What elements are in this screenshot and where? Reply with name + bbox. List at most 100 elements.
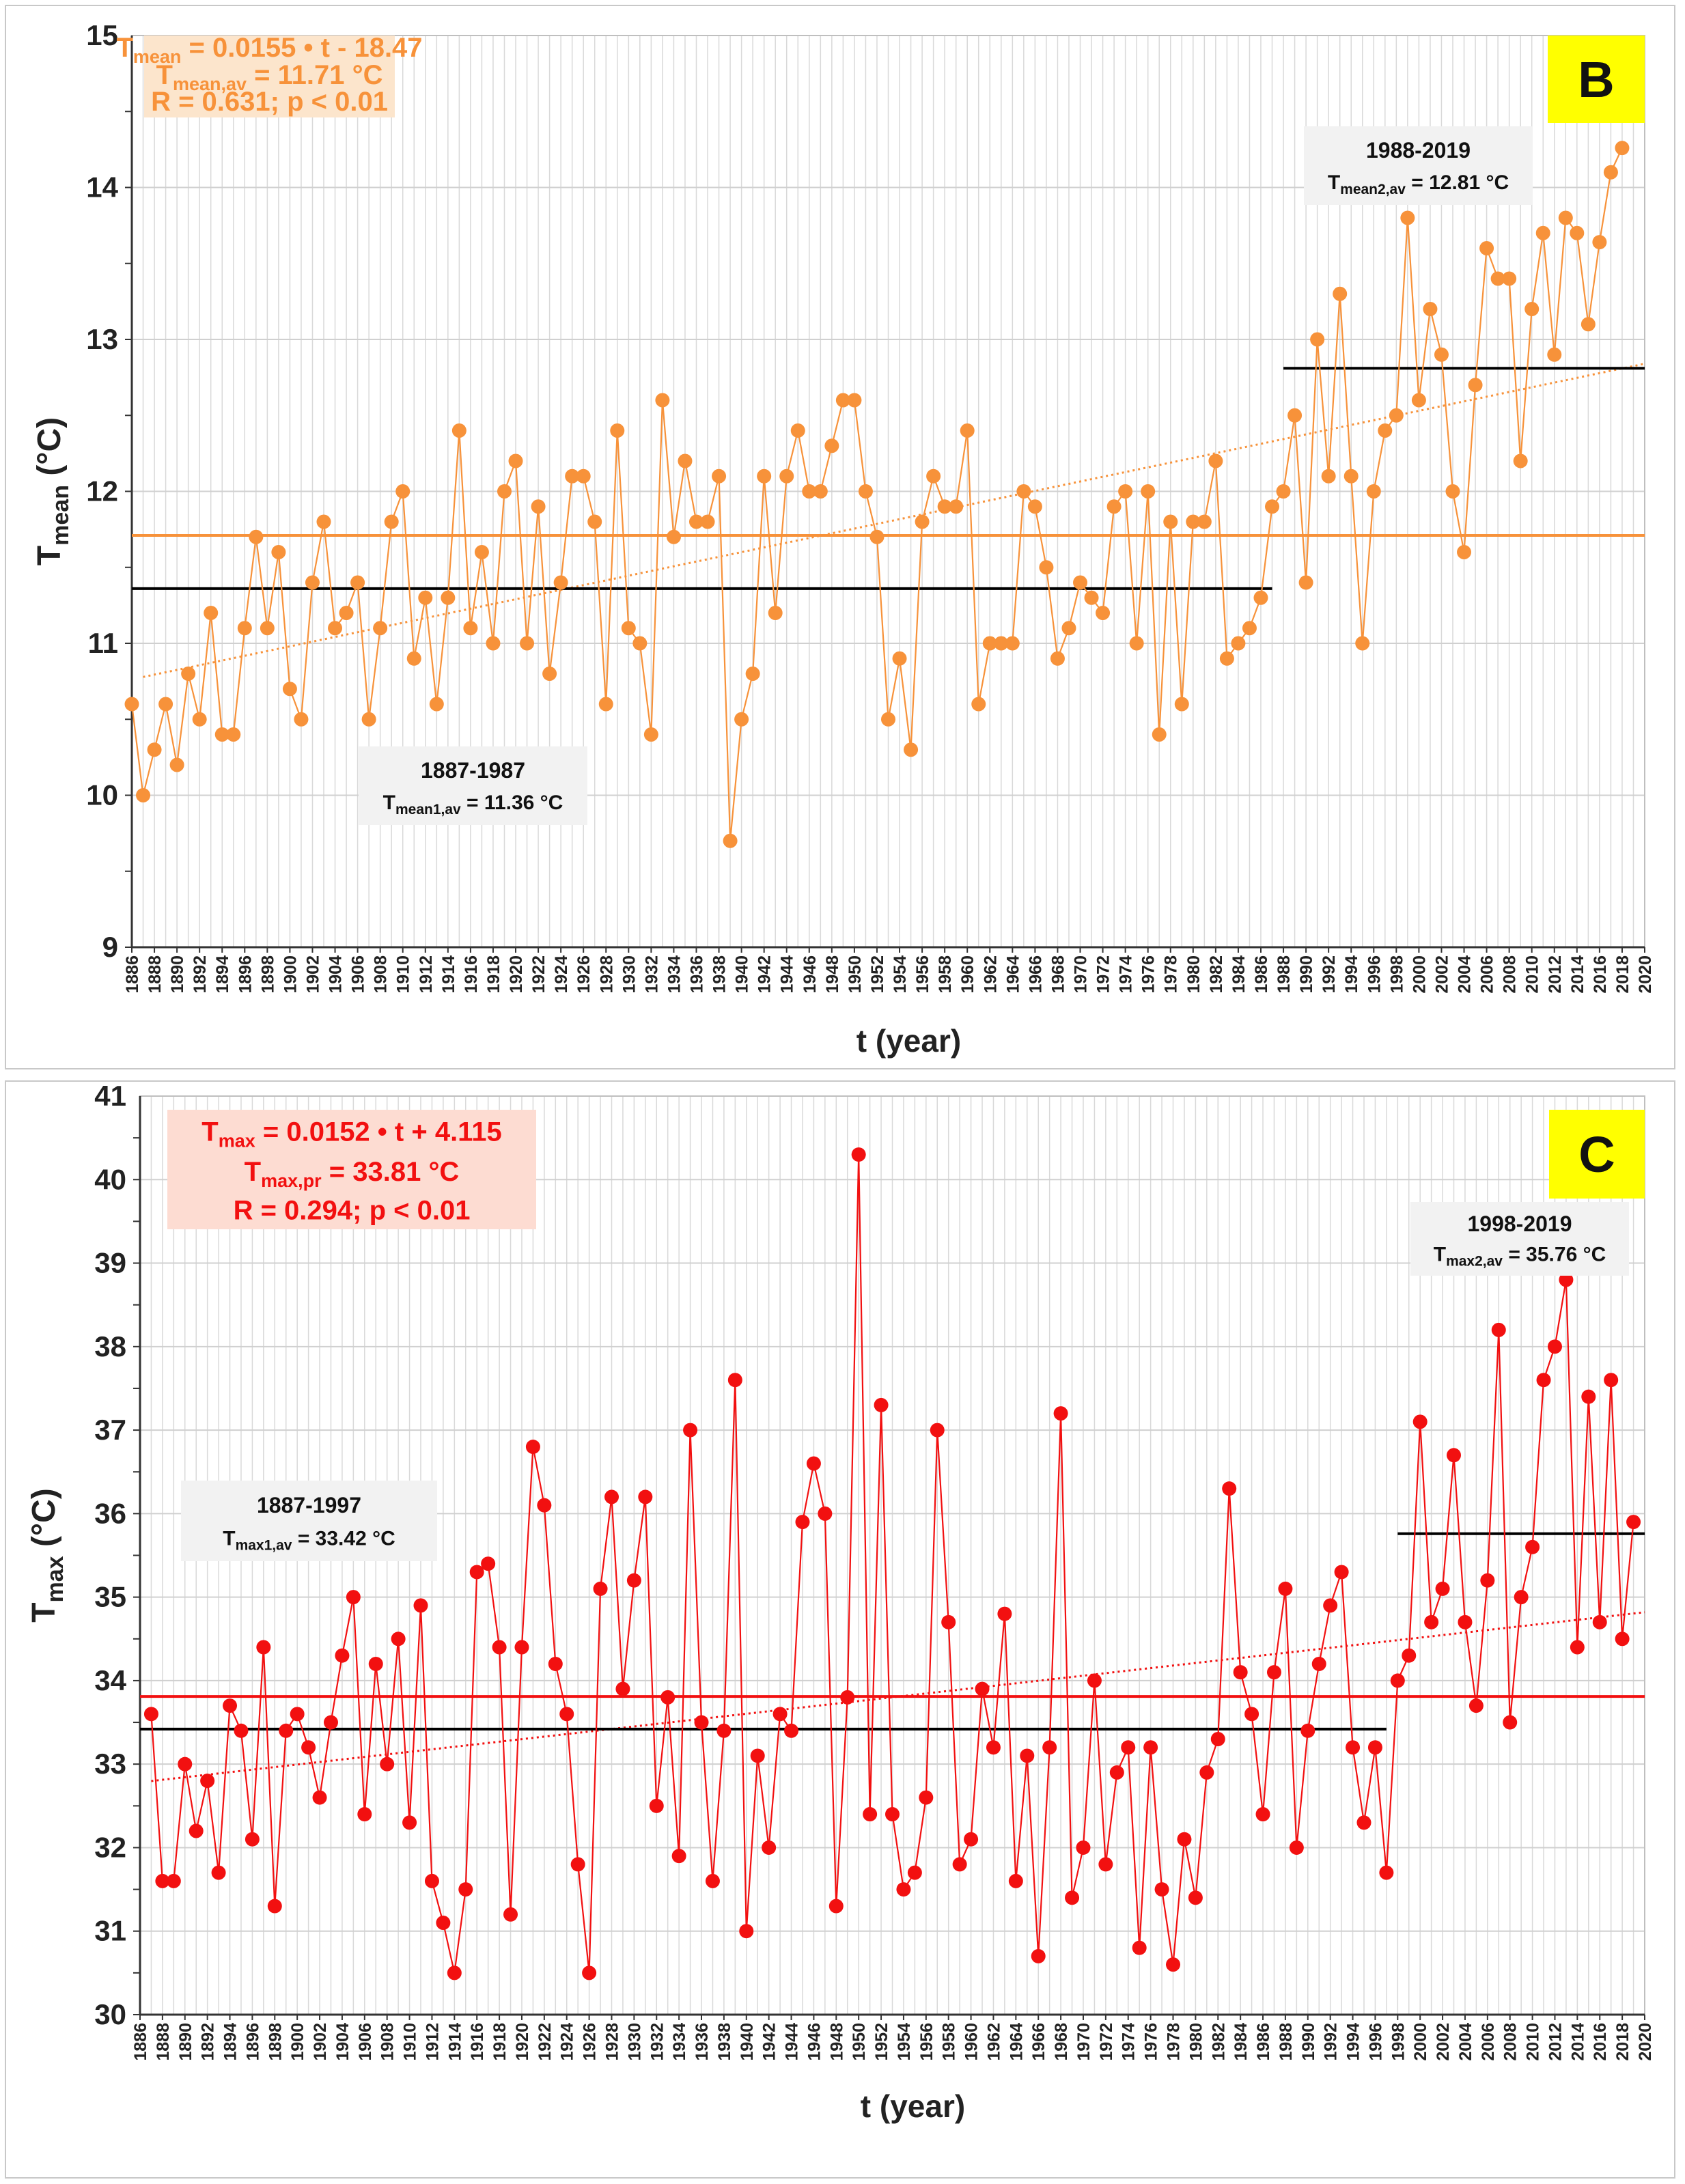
data-point xyxy=(1186,514,1201,529)
data-point xyxy=(447,1965,462,1980)
data-point xyxy=(930,1423,945,1438)
data-point xyxy=(1389,408,1404,423)
x-tick-label: 1898 xyxy=(258,955,277,994)
x-tick-label: 1946 xyxy=(805,2023,824,2061)
data-point xyxy=(413,1598,428,1613)
x-tick-label: 1996 xyxy=(1365,955,1384,994)
data-point xyxy=(380,1756,395,1772)
regression-equation: Tmean = 0.0155 • t - 18.47 xyxy=(116,33,422,67)
data-point xyxy=(279,1723,294,1738)
data-point xyxy=(147,742,162,757)
data-point xyxy=(282,682,297,697)
data-point xyxy=(835,393,850,408)
data-point xyxy=(1231,636,1246,651)
data-point xyxy=(1143,1740,1158,1755)
data-point xyxy=(424,1873,439,1888)
x-tick-label: 1952 xyxy=(868,955,887,994)
data-point xyxy=(260,621,275,636)
x-tick-label: 1964 xyxy=(1003,955,1022,994)
y-tick-label: 39 xyxy=(94,1247,126,1279)
panel-frame xyxy=(5,5,1675,1069)
data-point xyxy=(189,1823,204,1838)
data-point xyxy=(429,697,444,712)
x-tick-label: 1922 xyxy=(535,2023,555,2061)
x-tick-label: 1994 xyxy=(1344,2023,1363,2061)
data-point xyxy=(234,1723,249,1738)
data-point xyxy=(469,1565,484,1580)
data-point xyxy=(1535,225,1550,240)
data-point xyxy=(881,712,895,727)
x-tick-label: 1934 xyxy=(665,955,684,994)
x-tick-label: 2000 xyxy=(1411,2023,1430,2061)
data-point xyxy=(1197,514,1212,529)
data-point xyxy=(384,514,399,529)
data-point xyxy=(1435,1581,1450,1596)
data-point xyxy=(683,1423,698,1438)
data-point xyxy=(1106,499,1122,514)
panel-label: C xyxy=(1578,1126,1615,1183)
data-point xyxy=(305,575,320,590)
period-average: Tmean1,av = 11.36 °C xyxy=(383,792,563,817)
data-point xyxy=(570,1857,585,1872)
data-point xyxy=(548,1656,563,1671)
x-tick-label: 1900 xyxy=(281,955,300,994)
x-tick-label: 1954 xyxy=(891,955,910,994)
x-tick-label: 1960 xyxy=(962,2023,981,2061)
data-point xyxy=(1109,1765,1124,1780)
data-point xyxy=(840,1690,855,1705)
x-tick-label: 1902 xyxy=(303,955,322,994)
data-point xyxy=(559,1707,574,1722)
data-point xyxy=(1502,271,1517,286)
x-tick-label: 1994 xyxy=(1342,955,1361,994)
data-point xyxy=(249,529,264,544)
data-point xyxy=(192,712,207,727)
x-tick-label: 1928 xyxy=(602,2023,622,2061)
data-point xyxy=(503,1907,518,1922)
data-point xyxy=(267,1899,282,1914)
data-point xyxy=(1615,141,1630,156)
data-point xyxy=(784,1723,799,1738)
data-point xyxy=(716,1723,732,1738)
data-point xyxy=(406,651,421,666)
data-point xyxy=(1445,484,1460,499)
data-point xyxy=(964,1832,979,1847)
y-tick-label: 14 xyxy=(86,171,118,204)
data-point xyxy=(1121,1740,1136,1755)
data-point xyxy=(373,621,388,636)
x-tick-label: 2020 xyxy=(1636,2023,1655,2061)
data-point xyxy=(181,667,196,681)
data-point xyxy=(975,1681,990,1696)
x-tick-label: 1962 xyxy=(981,955,1000,994)
data-point xyxy=(621,621,636,636)
data-point xyxy=(124,697,139,712)
data-point xyxy=(1423,302,1438,316)
data-point xyxy=(712,468,727,484)
data-point xyxy=(750,1748,765,1763)
data-point xyxy=(178,1756,193,1772)
data-point xyxy=(294,712,309,727)
x-tick-label: 1900 xyxy=(288,2023,307,2061)
period-title: 1998-2019 xyxy=(1467,1212,1572,1236)
x-tick-label: 2008 xyxy=(1501,955,1520,994)
data-point xyxy=(1558,210,1573,225)
data-point xyxy=(214,727,229,742)
data-point xyxy=(638,1489,653,1504)
x-tick-label: 2016 xyxy=(1591,955,1610,994)
x-tick-label: 1904 xyxy=(326,955,346,994)
y-tick-label: 37 xyxy=(94,1414,126,1446)
y-tick-label: 32 xyxy=(94,1831,126,1863)
x-tick-label: 1966 xyxy=(1026,955,1045,994)
data-point xyxy=(1061,621,1076,636)
data-point xyxy=(688,514,704,529)
data-point xyxy=(1129,636,1144,651)
data-point xyxy=(847,393,862,408)
data-point xyxy=(1076,1840,1091,1855)
data-point xyxy=(1084,590,1099,605)
x-tick-label: 2002 xyxy=(1432,955,1451,994)
data-point xyxy=(626,1573,641,1588)
data-point xyxy=(904,742,919,757)
data-point xyxy=(1050,651,1065,666)
x-tick-label: 1906 xyxy=(349,955,368,994)
data-point xyxy=(514,1640,529,1655)
data-point xyxy=(1355,636,1370,651)
